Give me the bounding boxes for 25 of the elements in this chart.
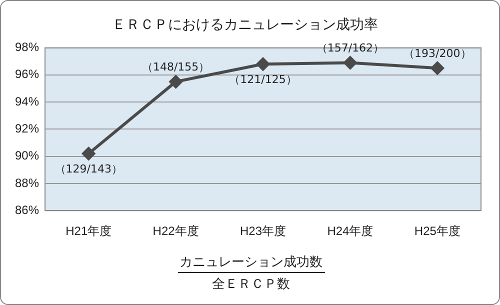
point <box>82 147 96 160</box>
y-tick-label: 88% <box>14 176 40 190</box>
y-tick-label: 86% <box>14 202 40 217</box>
text: 全ＥＲＣＰ数 <box>211 276 291 293</box>
point <box>256 58 270 71</box>
point <box>430 62 444 75</box>
y-tick-label: 96% <box>14 67 40 82</box>
x-tick-label: H24年度 <box>327 224 374 238</box>
x-tick-label: H25年度 <box>414 224 460 238</box>
x-tick-label: H23年度 <box>240 224 286 238</box>
annotation: （148/155） <box>142 60 210 74</box>
annotation: （157/162） <box>316 42 384 55</box>
x-axis-title: カニュレーション成功数 <box>178 253 324 273</box>
point <box>344 56 357 70</box>
y-tick-label: 94% <box>14 94 40 108</box>
point <box>169 75 182 88</box>
y-tick-label: 90% <box>14 148 40 163</box>
annotation: （121/125） <box>229 72 297 86</box>
y-tick-label: 92% <box>14 122 40 136</box>
x-tick-label: H22年度 <box>152 224 199 238</box>
annotation: （193/200） <box>404 47 472 60</box>
annotation: （129/143） <box>54 162 122 176</box>
x-tick-label: H21年度 <box>66 224 112 238</box>
chart-title: ＥＲＣＰにおけるカニュレーション成功率 <box>112 17 378 34</box>
y-tick-label: 98% <box>14 40 40 54</box>
